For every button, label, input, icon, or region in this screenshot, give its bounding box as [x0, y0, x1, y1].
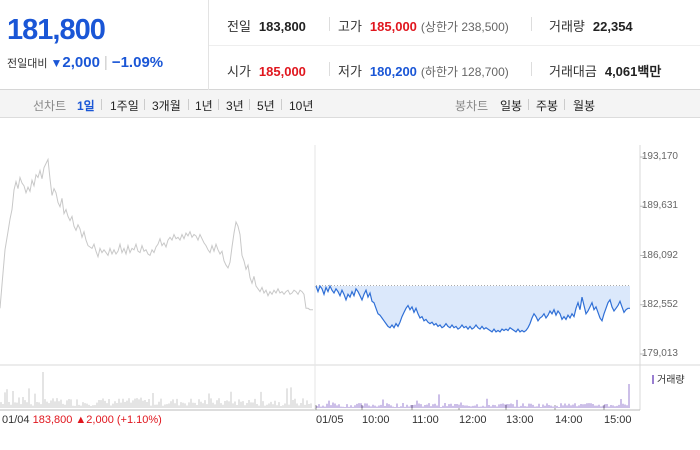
x-tick-label: 15:00 — [604, 414, 632, 426]
tab-weekly-candle[interactable]: 주봉 — [536, 99, 559, 113]
current-price: 181,800 — [7, 14, 106, 46]
stat-value: 183,800 — [258, 19, 306, 34]
today-fill-area — [316, 285, 630, 332]
change-percent: −1.09% — [111, 54, 164, 71]
x-tick-label: 01/05 — [316, 414, 344, 426]
stat-label: 거래량 — [549, 19, 585, 34]
y-tick-label: 179,013 — [641, 348, 678, 359]
divider — [101, 99, 102, 110]
line-chart-group-label: 선차트 — [33, 99, 67, 113]
upper-limit: (상한가 238,500) — [420, 20, 509, 34]
tab-10year[interactable]: 10년 — [289, 99, 314, 113]
tab-5year[interactable]: 5년 — [257, 99, 275, 113]
lower-limit: (하한가 128,700) — [420, 65, 509, 79]
divider — [218, 99, 219, 110]
x-tick-label: 13:00 — [506, 414, 534, 426]
today-price-line — [315, 284, 630, 333]
divider — [329, 62, 330, 76]
down-arrow-icon: ▼ — [50, 56, 63, 70]
volume-label: 거래량 — [652, 371, 685, 386]
stat-label: 고가 — [338, 19, 362, 34]
prev-day-price: 183,800 — [32, 414, 73, 426]
stat-label: 시가 — [227, 64, 251, 79]
divider — [531, 17, 532, 31]
change-line: 전일대비 ▼2,000 | −1.09% — [7, 54, 163, 71]
divider — [249, 99, 250, 110]
price-summary: 181,800 전일대비 ▼2,000 | −1.09% — [0, 0, 209, 90]
x-tick-label: 10:00 — [362, 414, 390, 426]
stat-high: 고가 185,000 (상한가 238,500) — [338, 16, 509, 35]
divider — [564, 99, 565, 110]
tab-1year[interactable]: 1년 — [195, 99, 213, 113]
stat-low: 저가 180,200 (하한가 128,700) — [338, 61, 509, 80]
stat-value: 4,061 — [604, 64, 638, 79]
tab-1day[interactable]: 1일 — [77, 99, 95, 113]
stat-value: 22,354 — [592, 19, 633, 34]
stat-label: 전일 — [227, 19, 251, 34]
x-tick-label: 11:00 — [412, 414, 439, 426]
tab-1week[interactable]: 1주일 — [110, 99, 139, 113]
y-tick-label: 186,092 — [641, 249, 678, 261]
stat-volume: 거래량 22,354 — [549, 16, 633, 35]
tab-3year[interactable]: 3년 — [226, 99, 244, 113]
x-tick-label: 12:00 — [459, 414, 487, 426]
y-tick-label: 182,552 — [641, 298, 678, 310]
divider — [188, 99, 189, 110]
divider — [528, 99, 529, 110]
divider — [281, 99, 282, 110]
prev-day-date: 01/04 — [2, 414, 30, 426]
stat-unit: 백만 — [637, 64, 662, 79]
stat-value: 185,000 — [258, 64, 306, 79]
divider — [144, 99, 145, 110]
candle-chart-group-label: 봉차트 — [455, 99, 489, 113]
stat-amount: 거래대금 4,061백만 — [549, 61, 661, 80]
stat-label: 저가 — [338, 64, 362, 79]
divider — [531, 62, 532, 76]
prev-day-change: ▲2,000 (+1.10%) — [75, 414, 162, 426]
divider: | — [103, 54, 108, 71]
stat-prev-close: 전일 183,800 — [227, 16, 306, 35]
quote-header: 181,800 전일대비 ▼2,000 | −1.09% 전일 183,800 고가 18… — [0, 0, 700, 90]
prev-day-info: 01/04 183,800 ▲2,000 (+1.10%) — [2, 414, 162, 426]
prev-day-price-line — [0, 157, 313, 311]
tab-3month[interactable]: 3개월 — [152, 99, 181, 113]
tab-daily-candle[interactable]: 일봉 — [500, 99, 523, 113]
stat-value: 180,200 — [369, 64, 417, 79]
y-tick-label: 189,631 — [641, 200, 678, 212]
chart-period-tabs: 선차트 1일 1주일 3개월 1년 3년 5년 10년 봉차트 일봉 주봉 월봉 — [0, 90, 700, 118]
stat-label: 거래대금 — [549, 64, 597, 79]
tab-monthly-candle[interactable]: 월봉 — [573, 99, 596, 113]
change-value: 2,000 — [62, 54, 100, 71]
y-tick-label: 193,170 — [641, 151, 678, 162]
stat-open: 시가 185,000 — [227, 61, 306, 80]
x-tick-label: 14:00 — [555, 414, 583, 426]
stat-value: 185,000 — [369, 19, 417, 34]
divider — [209, 45, 700, 46]
divider — [329, 17, 330, 31]
change-label: 전일대비 — [7, 58, 48, 70]
